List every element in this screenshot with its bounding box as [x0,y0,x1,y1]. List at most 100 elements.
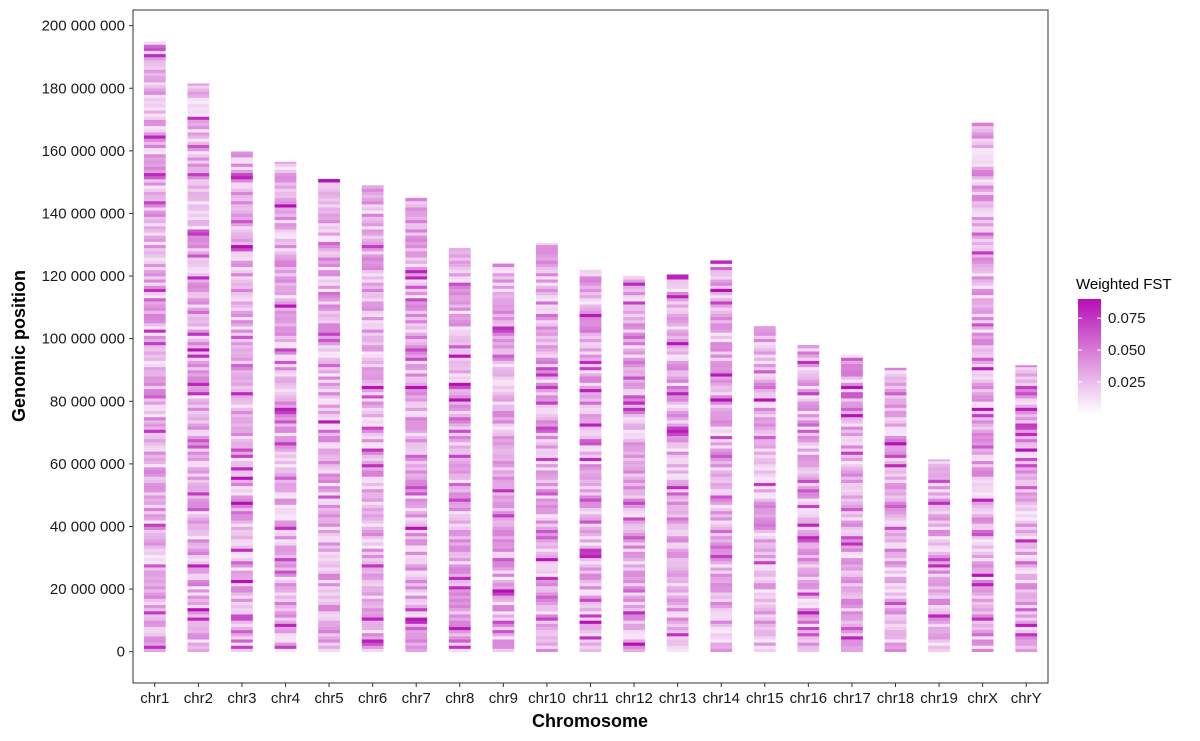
fst-window [231,235,253,239]
fst-window [274,307,297,311]
fst-window [231,564,253,568]
fst-window [536,607,558,612]
fst-window [187,147,210,152]
fst-window [361,395,384,399]
fst-window [666,376,689,380]
fst-window [405,423,428,427]
fst-window [318,467,340,471]
fst-window [405,504,428,509]
fst-window [841,482,863,487]
fst-window [187,416,210,421]
fst-window [971,504,994,509]
fst-window [928,492,950,496]
fst-window [318,216,340,221]
fst-window [405,526,428,530]
fst-window [448,479,471,483]
fst-window [971,420,994,424]
fst-window [841,476,863,480]
fst-window [448,517,471,521]
fst-window [579,589,602,593]
fst-window [884,576,907,580]
fst-window [623,291,645,296]
fst-window [492,642,515,646]
fst-window [1015,529,1038,534]
fst-window [710,395,733,399]
fst-window [797,420,820,424]
fst-window [797,532,820,537]
fst-window [143,457,166,462]
fst-window [231,448,253,452]
fst-window [448,576,471,580]
fst-window [579,454,602,458]
fst-window [187,473,210,477]
fst-window [492,463,515,468]
fst-window [971,645,994,649]
fst-window [710,279,733,283]
fst-window [797,629,820,634]
fst-window [928,548,950,552]
fst-window [666,570,689,574]
fst-window [928,645,950,649]
fst-window [143,100,166,105]
fst-window [405,648,428,652]
fst-window [492,567,515,571]
fst-window [971,435,994,440]
fst-window [274,301,297,305]
fst-window [318,382,340,386]
fst-window [666,576,689,580]
fst-window [623,539,645,543]
fst-window [274,413,297,418]
fst-window [361,545,384,549]
fst-window [361,626,384,631]
fst-window [187,307,210,311]
fst-window [841,582,863,587]
fst-window [536,501,558,505]
fst-window [971,526,994,530]
x-axis: chr1 chr2 chr3 chr4 chr5 chr6 chr7 chr8 chr9 chr1… [140,683,1042,707]
fst-window [231,391,253,396]
fst-window [536,573,558,577]
fst-window [143,595,166,599]
fst-window [536,579,558,584]
fst-window [448,413,471,418]
fst-window [536,354,558,358]
fst-window [666,470,689,474]
fst-window [971,376,994,380]
fst-window [1015,517,1038,521]
fst-window [928,488,950,493]
fst-window [753,576,776,580]
fst-window [623,614,645,618]
fst-window [405,301,428,305]
fst-window [143,445,166,449]
fst-window [579,360,602,365]
x-tick-label: chr11 [572,690,608,707]
fst-window [448,539,471,543]
fst-window [710,363,733,368]
fst-window [1015,576,1038,580]
fst-window [448,323,471,327]
fst-window [666,438,689,443]
fst-window [536,632,558,637]
fst-window [492,307,515,311]
fst-window [710,391,733,396]
fst-window [318,266,340,271]
fst-window [448,301,471,305]
fst-window [971,166,994,170]
fst-window [361,260,384,264]
fst-window [579,501,602,505]
fst-window [361,263,384,267]
fst-window [318,570,340,574]
fst-window [971,279,994,283]
fst-window [536,620,558,624]
fst-window [797,626,820,631]
fst-window [143,526,166,530]
fst-window [361,623,384,627]
fst-window [231,632,253,637]
fst-window [448,601,471,606]
fst-window [1015,560,1038,565]
fst-window [318,482,340,487]
fst-window [841,495,863,499]
fst-window [448,369,471,374]
fst-window [623,332,645,336]
fst-window [710,404,733,408]
